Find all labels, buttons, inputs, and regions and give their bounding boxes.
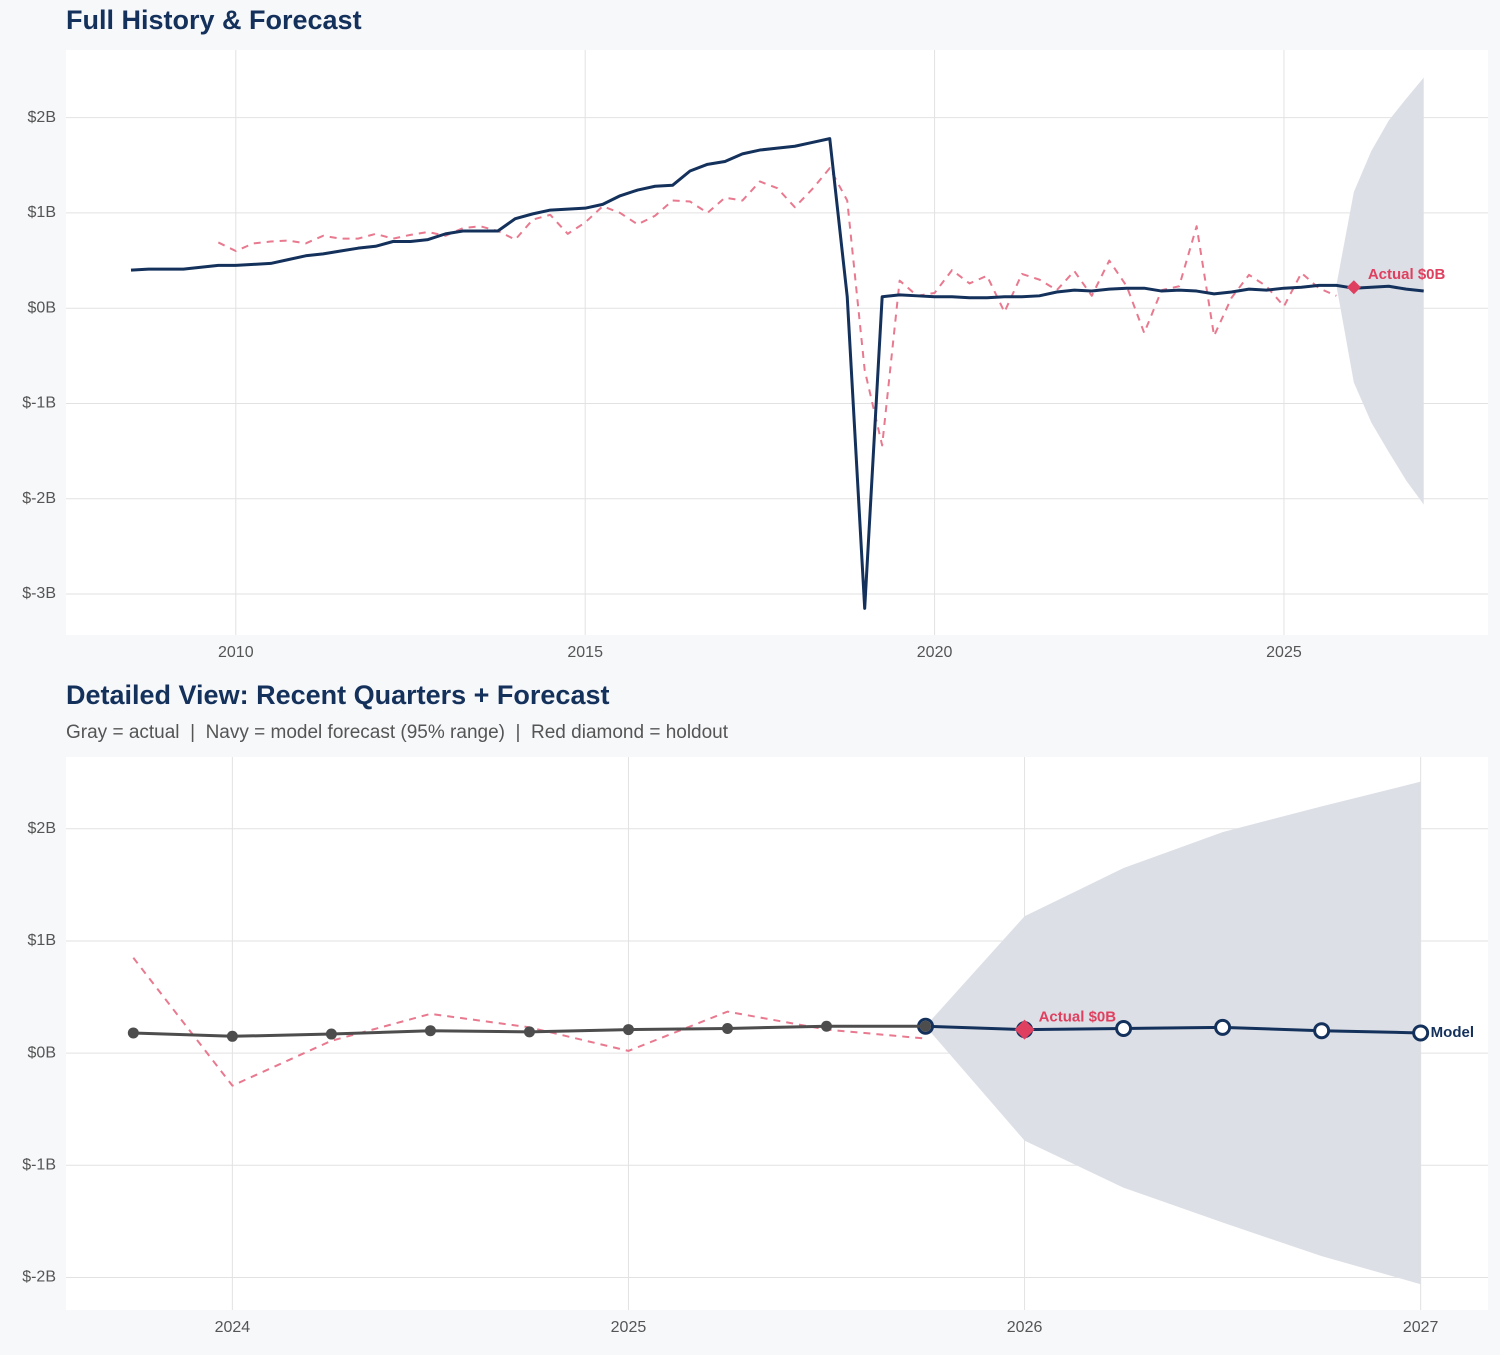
y-tick-label: $2B xyxy=(28,820,56,837)
y-tick-label: $0B xyxy=(28,1044,56,1061)
y-tick-label: $-1B xyxy=(22,1157,56,1174)
x-tick-label: 2010 xyxy=(218,644,254,661)
point-marker xyxy=(1313,1022,1331,1040)
series-line xyxy=(217,167,1337,447)
point-marker xyxy=(325,1028,337,1040)
series-line xyxy=(130,137,1424,610)
y-tick-label: $1B xyxy=(28,204,56,221)
y-tick-label: $1B xyxy=(28,932,56,949)
y-tick-label: $-3B xyxy=(22,585,56,602)
point-marker xyxy=(1214,1018,1232,1036)
chart-title: Full History & Forecast xyxy=(66,5,362,35)
series-line xyxy=(925,1024,1421,1035)
holdout-label: Actual $0B xyxy=(1368,266,1446,283)
y-tick-label: $0B xyxy=(28,299,56,316)
y-tick-label: $-2B xyxy=(22,1269,56,1286)
chart-title: Detailed View: Recent Quarters + Forecas… xyxy=(66,680,609,710)
holdout-marker xyxy=(1014,1019,1035,1040)
x-tick-label: 2025 xyxy=(611,1319,647,1336)
point-marker xyxy=(226,1030,238,1042)
forecast-band xyxy=(925,781,1421,1285)
point-marker xyxy=(1115,1019,1133,1037)
holdout-label: Actual $0B xyxy=(1039,1009,1117,1026)
forecast-band xyxy=(1336,77,1424,505)
x-tick-label: 2025 xyxy=(1266,644,1302,661)
point-marker xyxy=(424,1025,436,1037)
x-tick-label: 2026 xyxy=(1007,1319,1043,1336)
x-tick-label: 2027 xyxy=(1403,1319,1439,1336)
point-marker xyxy=(622,1024,634,1036)
plot-area xyxy=(66,50,1488,635)
point-marker xyxy=(1412,1024,1430,1042)
chart-subtitle: Gray = actual | Navy = model forecast (9… xyxy=(66,722,729,743)
point-marker xyxy=(127,1027,139,1039)
point-marker xyxy=(523,1026,535,1038)
x-tick-label: 2024 xyxy=(215,1319,251,1336)
y-tick-label: $2B xyxy=(28,109,56,126)
holdout-marker xyxy=(1346,280,1361,295)
point-marker xyxy=(821,1020,833,1032)
series-end-label: Model xyxy=(1431,1024,1474,1041)
y-tick-label: $-2B xyxy=(22,490,56,507)
x-tick-label: 2015 xyxy=(567,644,603,661)
x-tick-label: 2020 xyxy=(917,644,953,661)
point-marker xyxy=(721,1022,733,1034)
y-tick-label: $-1B xyxy=(22,395,56,412)
point-marker xyxy=(920,1020,932,1032)
